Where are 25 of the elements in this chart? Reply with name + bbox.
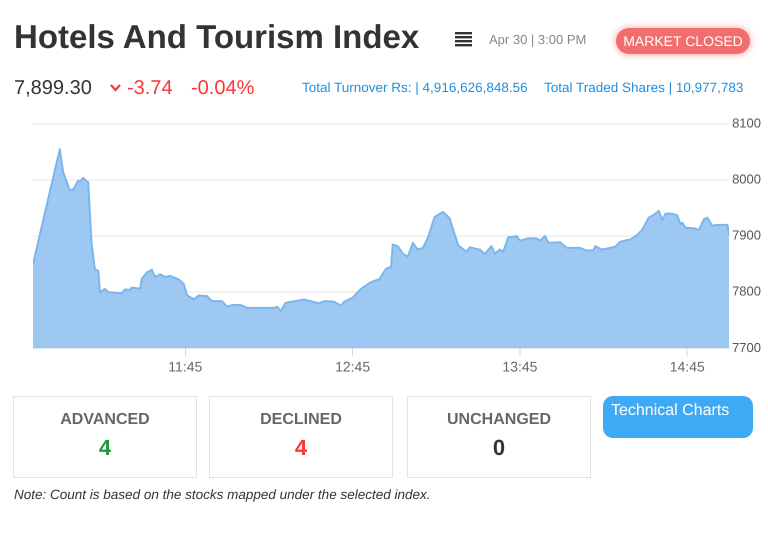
x-tick-label: 13:45 <box>502 358 538 374</box>
y-tick-label: 8000 <box>732 172 761 187</box>
text: Note: Count is based on the stocks mapped under the selected index. <box>14 487 431 502</box>
x-tick-label: 11:45 <box>168 358 202 374</box>
x-tick-label: 12:45 <box>335 358 370 374</box>
text: 4 <box>98 435 112 461</box>
y-tick-label: 7700 <box>732 340 761 355</box>
chart-subtitle: Apr 30 | 3:00 PM <box>489 32 586 47</box>
y-tick-label: 7800 <box>732 284 761 299</box>
text: -3.74 <box>127 77 173 100</box>
y-tick-label: 7900 <box>732 228 761 243</box>
chart-title: Hotels And Tourism Index <box>14 18 420 56</box>
text: Total Turnover Rs: | 4,916,626,848.56 <box>302 80 528 95</box>
text: ADVANCED <box>59 411 151 429</box>
text: MARKET CLOSED <box>616 28 750 54</box>
text: DECLINED <box>259 411 343 429</box>
text: Technical Charts <box>603 396 753 438</box>
text: 0 <box>492 435 506 461</box>
text: 4 <box>294 435 308 461</box>
text: UNCHANGED <box>446 411 552 429</box>
text: -0.04% <box>191 77 254 100</box>
x-tick-label: 14:45 <box>670 358 705 374</box>
text: Total Traded Shares | 10,977,783 <box>544 80 744 95</box>
text: 7,899.30 <box>14 77 92 100</box>
y-tick-label: 8100 <box>732 116 761 131</box>
